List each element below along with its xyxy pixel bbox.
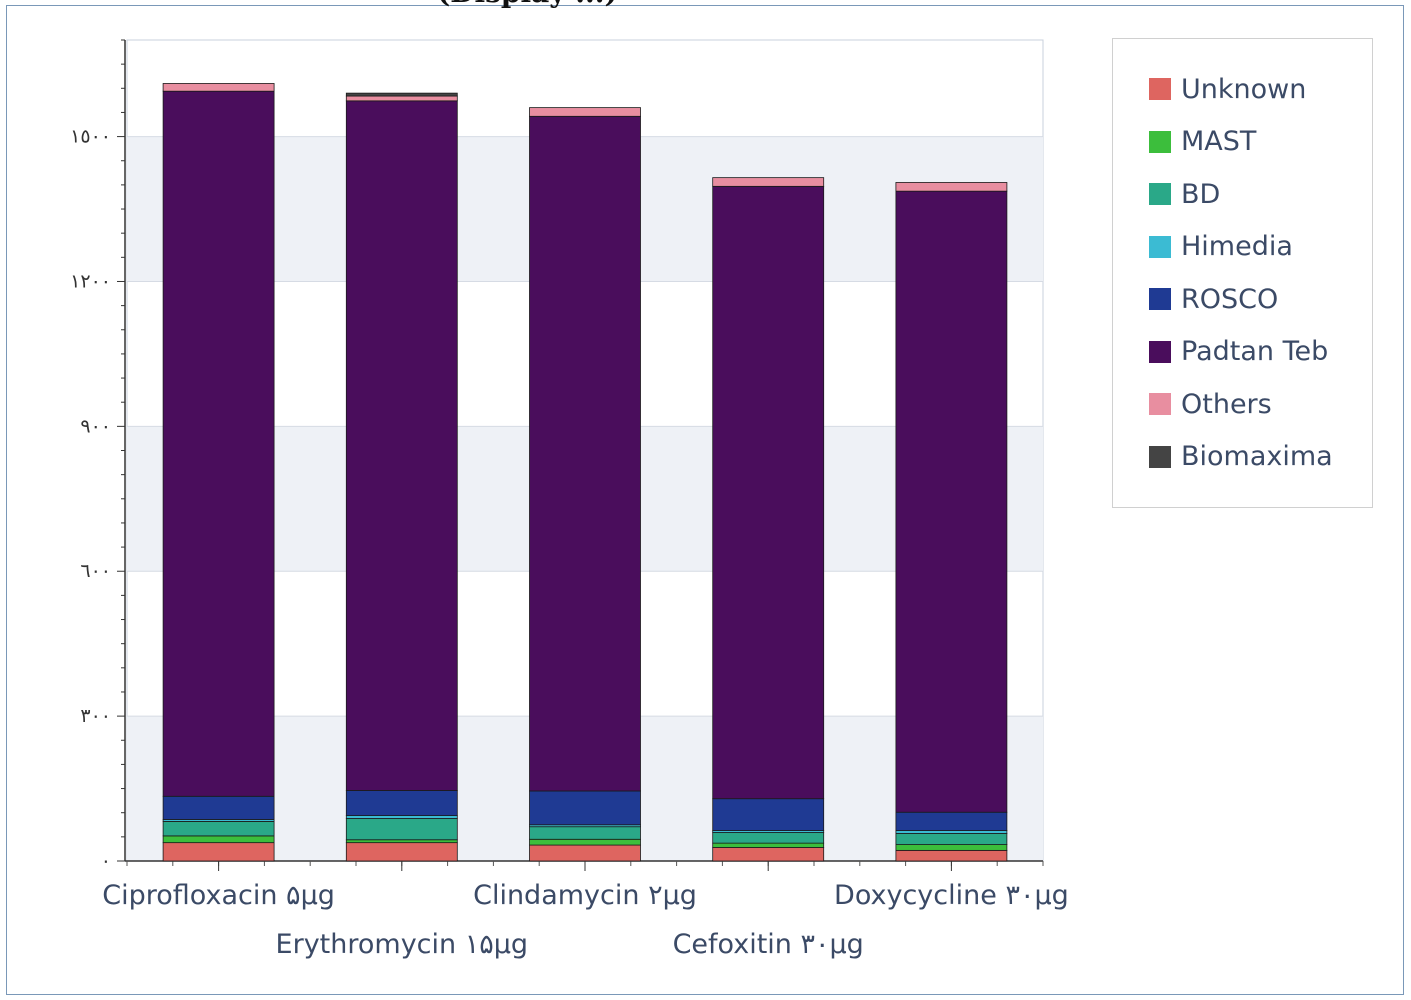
bar-segment-bd <box>345 818 458 841</box>
legend-label: ROSCO <box>1181 283 1279 315</box>
bar-segment-unknown <box>162 842 275 862</box>
x-tick-label: Clindamycin ۲µg <box>473 880 697 911</box>
bar-segment-bd <box>712 832 825 844</box>
y-tick-label: ١٥٠٠ <box>70 126 111 148</box>
bar-segment-himedia <box>895 830 1008 834</box>
bar-segment-rosco <box>895 811 1008 831</box>
legend-swatch <box>1149 78 1171 100</box>
legend-label: Padtan Teb <box>1181 336 1329 367</box>
legend-item: BD <box>1149 178 1221 210</box>
bar-segment-biomaxima <box>345 92 458 97</box>
legend-swatch <box>1149 183 1171 205</box>
legend-swatch <box>1149 340 1171 363</box>
bar-segment-rosco <box>712 798 825 831</box>
bar-segment-others <box>345 95 458 102</box>
bar-segment-others <box>712 177 825 187</box>
bar-segment-unknown <box>895 849 1008 862</box>
bar-segment-others <box>162 83 275 92</box>
chart-legend: Unknown MAST BD Himedia ROSCO Padtan Teb Other… <box>1112 38 1373 508</box>
bar-segment-unknown <box>712 847 825 862</box>
bar-segment-rosco <box>162 795 275 820</box>
bar-segment-padtan-teb <box>345 100 458 791</box>
bar-segment-bd <box>895 833 1008 845</box>
bar-segment-himedia <box>345 815 458 819</box>
legend-item: Others <box>1149 388 1272 420</box>
x-tick-label: Ciprofloxacin ۵µg <box>102 880 335 911</box>
bar-segment-bd <box>162 820 275 837</box>
bar-segment-padtan-teb <box>895 190 1008 813</box>
x-tick-label: Doxycycline ۳۰µg <box>834 880 1069 911</box>
legend-label: Himedia <box>1181 231 1293 262</box>
legend-item: MAST <box>1149 126 1257 157</box>
x-tick-label: Erythromycin ۱۵µg <box>276 929 529 960</box>
clipped-heading: (Display ...) <box>437 0 837 12</box>
bar-segment-rosco <box>345 790 458 817</box>
legend-label: BD <box>1181 178 1221 210</box>
legend-swatch <box>1149 235 1171 258</box>
bar-segment-padtan-teb <box>529 115 641 792</box>
y-tick-label: ٣٠٠ <box>80 705 111 727</box>
legend-item: Biomaxima <box>1149 441 1333 472</box>
bar-segment-mast <box>345 839 458 844</box>
bar-segment-others <box>895 182 1008 192</box>
y-tick-label: ١٢٠٠ <box>70 270 111 292</box>
bar-segment-padtan-teb <box>712 185 825 800</box>
bar-segment-others <box>529 107 641 117</box>
bar-segment-padtan-teb <box>162 90 275 797</box>
legend-swatch <box>1149 130 1171 153</box>
legend-item: Himedia <box>1149 231 1293 262</box>
legend-swatch <box>1149 393 1171 415</box>
legend-label: Others <box>1181 388 1272 420</box>
x-tick-label: Cefoxitin ۳۰µg <box>673 929 864 960</box>
legend-label: MAST <box>1181 126 1257 157</box>
y-tick-label: ٦٠٠ <box>80 560 111 582</box>
bar-segment-mast <box>895 844 1008 851</box>
bar-segment-mast <box>712 842 825 848</box>
bar-segment-mast <box>529 838 641 846</box>
bar-segment-mast <box>162 835 275 844</box>
bar-segment-rosco <box>529 790 641 826</box>
y-tick-label: ٠ <box>101 850 111 872</box>
bar-segment-unknown <box>345 842 458 862</box>
legend-item: Unknown <box>1149 73 1307 105</box>
legend-item: ROSCO <box>1149 283 1279 315</box>
bar-segment-unknown <box>529 844 641 862</box>
legend-label: Biomaxima <box>1181 441 1333 472</box>
bar-segment-bd <box>529 826 641 840</box>
legend-label: Unknown <box>1181 73 1307 105</box>
legend-item: Padtan Teb <box>1149 336 1329 367</box>
legend-swatch <box>1149 445 1171 468</box>
legend-swatch <box>1149 288 1171 310</box>
y-tick-label: ٩٠٠ <box>80 415 111 437</box>
